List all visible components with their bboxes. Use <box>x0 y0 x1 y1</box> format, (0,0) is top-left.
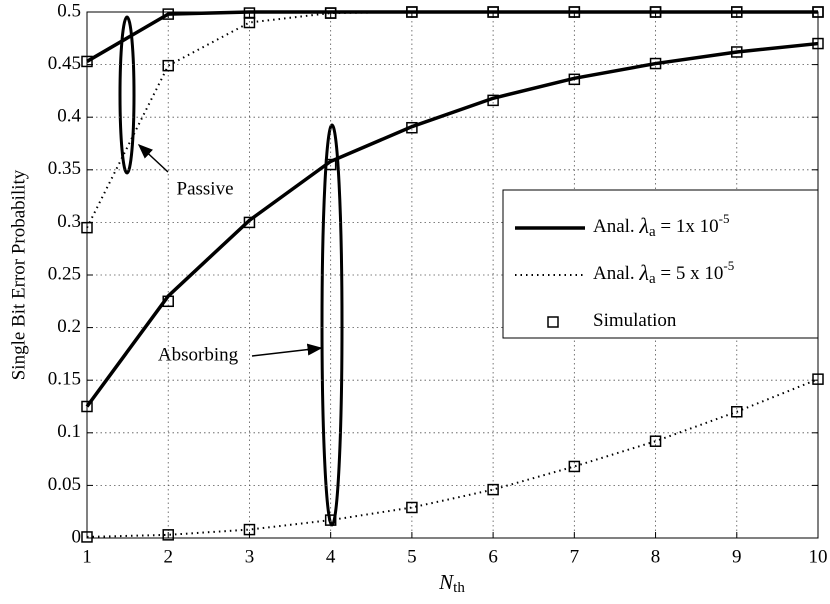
sim-marker <box>162 59 174 72</box>
annotation: Passive <box>177 178 234 199</box>
sim-marker <box>162 295 174 308</box>
sim-marker <box>81 221 93 234</box>
y-tick-label: 0.35 <box>48 158 81 179</box>
curve <box>86 378 819 538</box>
curve <box>85 41 819 408</box>
legend-label: Simulation <box>593 310 677 331</box>
sim-marker <box>243 16 256 29</box>
passive-arrow <box>137 143 169 173</box>
y-tick-label: 0.05 <box>48 474 81 495</box>
sim-marker <box>406 121 418 134</box>
sim-marker <box>731 406 743 418</box>
sim-marker <box>324 158 337 171</box>
x-tick-label: 10 <box>809 546 828 567</box>
sim-marker <box>81 531 93 543</box>
absorbing-ellipse <box>320 123 344 527</box>
annotation: Absorbing <box>158 344 239 365</box>
x-tick-label: 3 <box>245 546 255 567</box>
sim-marker <box>568 460 581 473</box>
legend-label-part: = 1x 10 <box>656 216 719 237</box>
legend-label-part: λ <box>638 213 649 238</box>
sim-marker <box>649 435 662 447</box>
sim-marker <box>731 6 743 18</box>
legend-label-part: Anal. <box>593 263 639 284</box>
x-label-main: N <box>438 570 454 594</box>
x-tick-label: 1 <box>82 546 92 567</box>
passive-ellipse <box>118 15 136 175</box>
y-tick-label: 0.45 <box>48 53 81 74</box>
sim-marker <box>812 37 824 50</box>
y-tick-label: 0.3 <box>57 211 81 232</box>
sim-marker <box>162 529 174 541</box>
sim-marker <box>812 373 824 385</box>
legend-label-part: -5 <box>719 211 730 226</box>
legend-label-part: Anal. <box>593 216 639 237</box>
absorbing-arrow <box>251 343 323 357</box>
sim-marker <box>324 7 337 19</box>
sim-marker <box>487 6 499 18</box>
curve <box>86 10 818 63</box>
sim-marker <box>568 73 581 86</box>
sim-marker <box>649 57 662 70</box>
y-tick-label: 0.1 <box>57 421 81 442</box>
sim-marker <box>487 483 499 496</box>
x-axis-label: Nth <box>438 570 465 597</box>
legend-label-part: -5 <box>723 258 734 273</box>
sim-marker <box>568 6 581 18</box>
legend-label: Anal. λa = 1x 10-5 <box>593 211 729 240</box>
x-tick-label: 9 <box>732 546 742 567</box>
y-tick-label: 0 <box>72 526 82 547</box>
legend-label-part: a <box>649 271 656 287</box>
sim-marker <box>324 514 337 526</box>
x-label-sub: th <box>453 580 465 596</box>
legend-box <box>502 189 819 339</box>
x-tick-label: 4 <box>326 546 336 567</box>
sim-marker <box>243 523 256 536</box>
y-axis-label: Single Bit Error Probability <box>8 169 29 380</box>
sim-marker <box>487 94 499 107</box>
legend-label-part: λ <box>638 260 649 285</box>
legend-label-part: a <box>649 224 656 240</box>
y-tick-label: 0.4 <box>57 106 81 127</box>
sim-marker <box>731 46 743 58</box>
sim-marker <box>162 8 174 20</box>
legend-label-part: Simulation <box>593 310 677 331</box>
x-tick-label: 5 <box>407 546 417 567</box>
sim-marker <box>81 400 93 413</box>
y-tick-label: 0.5 <box>57 0 81 21</box>
sim-marker <box>81 55 93 68</box>
y-tick-label: 0.25 <box>48 263 81 284</box>
x-tick-label: 6 <box>488 546 498 567</box>
y-tick-label: 0.15 <box>48 369 81 390</box>
legend-marker <box>547 316 559 328</box>
sim-marker <box>649 6 662 18</box>
y-tick-label: 0.2 <box>57 316 81 337</box>
x-tick-label: 8 <box>651 546 661 567</box>
legend-label: Anal. λa = 5 x 10-5 <box>593 258 734 287</box>
x-tick-label: 7 <box>570 546 580 567</box>
x-tick-label: 2 <box>163 546 173 567</box>
sim-marker <box>406 501 418 514</box>
sim-marker <box>812 6 824 18</box>
sim-marker <box>243 216 256 229</box>
sim-marker <box>406 6 418 18</box>
legend-label-part: = 5 x 10 <box>656 263 724 284</box>
